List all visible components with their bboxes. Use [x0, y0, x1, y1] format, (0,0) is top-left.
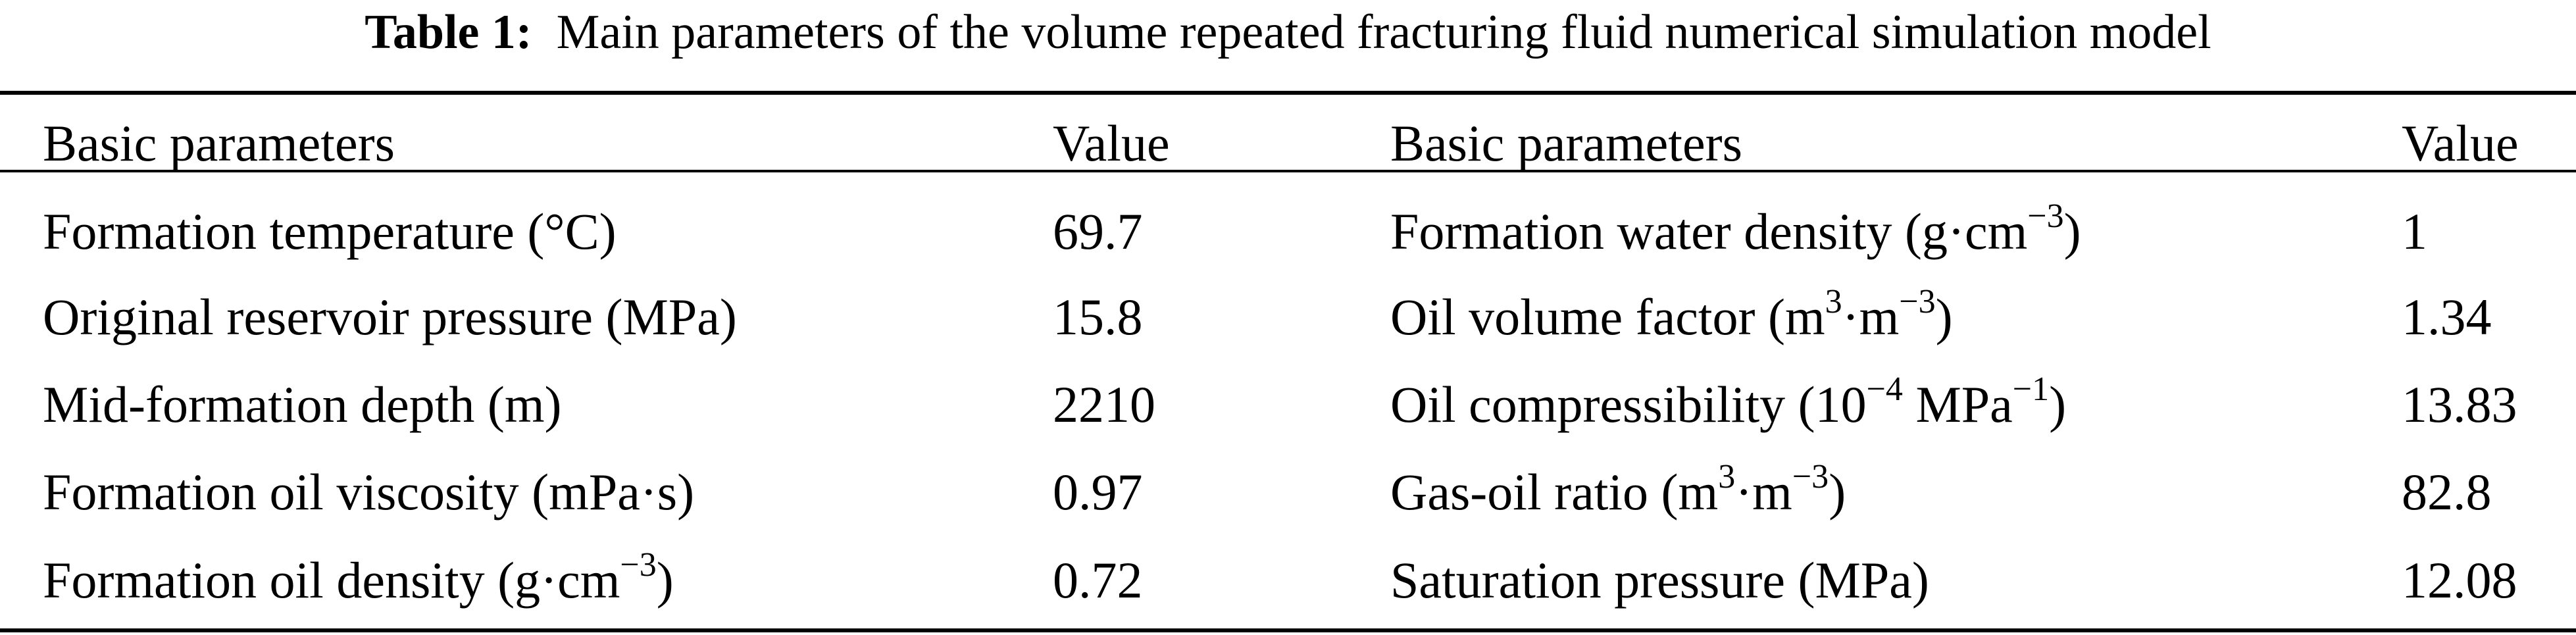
table-header-row: Basic parameters Value Basic parameters … — [0, 111, 2576, 176]
param-formation-temperature: Formation temperature (°C) — [43, 203, 617, 260]
param-gas-oil-ratio: Gas-oil ratio (m3·m−3) — [1390, 458, 1846, 521]
header-basic-parameters-left: Basic parameters — [43, 114, 395, 172]
value-formation-water-density: 1 — [2402, 203, 2427, 260]
param-formation-oil-viscosity: Formation oil viscosity (mPa·s) — [43, 463, 695, 521]
value-original-reservoir-pressure: 15.8 — [1053, 288, 1143, 345]
param-oil-compressibility: Oil compressibility (10−4 MPa−1) — [1390, 370, 2067, 434]
value-saturation-pressure: 12.08 — [2402, 551, 2517, 609]
value-formation-temperature: 69.7 — [1053, 203, 1143, 260]
param-original-reservoir-pressure: Original reservoir pressure (MPa) — [43, 288, 737, 345]
value-formation-oil-density: 0.72 — [1053, 551, 1143, 609]
value-formation-oil-viscosity: 0.97 — [1053, 463, 1143, 521]
value-oil-volume-factor: 1.34 — [2402, 288, 2492, 345]
value-gas-oil-ratio: 82.8 — [2402, 463, 2492, 521]
table-caption-text: Main parameters of the volume repeated f… — [556, 5, 2211, 59]
header-value-left: Value — [1053, 114, 1170, 172]
param-formation-oil-density: Formation oil density (g·cm−3) — [43, 546, 674, 609]
table-caption: Table 1: Main parameters of the volume r… — [0, 3, 2576, 62]
header-basic-parameters-right: Basic parameters — [1390, 114, 1742, 172]
param-mid-formation-depth: Mid-formation depth (m) — [43, 376, 562, 433]
param-formation-water-density: Formation water density (g·cm−3) — [1390, 197, 2081, 261]
table-row: Mid-formation depth (m) 2210 Oil compres… — [0, 372, 2576, 438]
value-mid-formation-depth: 2210 — [1053, 376, 1155, 433]
table-row: Formation temperature (°C) 69.7 Formatio… — [0, 199, 2576, 265]
table-bottom-rule — [0, 628, 2576, 632]
table-caption-label: Table 1: — [365, 5, 532, 59]
table-row: Formation oil density (g·cm−3) 0.72 Satu… — [0, 547, 2576, 613]
table-row: Original reservoir pressure (MPa) 15.8 O… — [0, 284, 2576, 350]
table-top-rule — [0, 91, 2576, 95]
table-header-rule — [0, 170, 2576, 172]
param-oil-volume-factor: Oil volume factor (m3·m−3) — [1390, 283, 1953, 346]
param-saturation-pressure: Saturation pressure (MPa) — [1390, 551, 1929, 609]
header-value-right: Value — [2402, 114, 2519, 172]
value-oil-compressibility: 13.83 — [2402, 376, 2517, 433]
table-row: Formation oil viscosity (mPa·s) 0.97 Gas… — [0, 459, 2576, 525]
